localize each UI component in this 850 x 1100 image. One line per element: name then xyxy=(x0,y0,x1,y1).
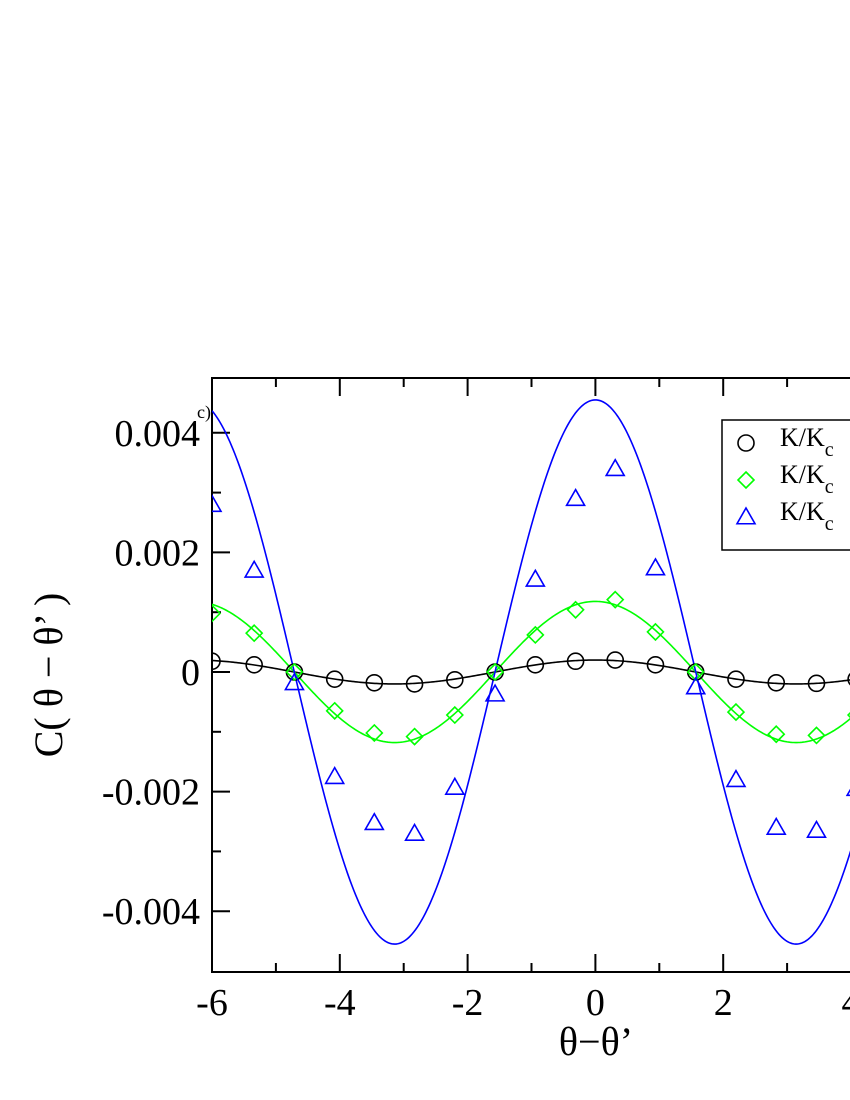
data-point-series-1 xyxy=(405,675,424,693)
legend-marker-3 xyxy=(735,506,757,525)
fit-curve-3 xyxy=(212,399,850,945)
data-point-series-3 xyxy=(645,557,666,576)
data-point-series-1 xyxy=(325,670,344,688)
data-point-series-2 xyxy=(726,702,746,722)
legend-label-text: K/K xyxy=(780,460,825,489)
data-point-series-2 xyxy=(445,705,464,725)
data-point-series-3 xyxy=(725,769,747,788)
data-point-series-2 xyxy=(485,662,505,682)
x-tick-label: 2 xyxy=(714,982,733,1024)
y-tick-label: 0.002 xyxy=(115,532,201,574)
panel-tag: c) xyxy=(197,402,211,423)
x-tick-label: 4 xyxy=(842,982,850,1024)
data-point-series-3 xyxy=(324,766,346,785)
data-point-series-1 xyxy=(606,651,625,669)
legend-label-subscript: c xyxy=(825,439,834,461)
plot-frame xyxy=(211,377,850,973)
data-point-series-3 xyxy=(212,493,223,513)
data-point-series-3 xyxy=(524,568,546,587)
legend-marker-2 xyxy=(736,470,756,490)
data-point-series-1 xyxy=(727,670,745,688)
legend-label-text: K/K xyxy=(780,497,825,526)
data-point-series-3 xyxy=(404,822,425,842)
data-point-series-1 xyxy=(245,656,263,674)
fit-curve-2 xyxy=(212,600,850,744)
data-point-series-2 xyxy=(646,622,665,642)
data-point-series-1 xyxy=(446,670,464,689)
data-point-series-2 xyxy=(526,625,545,645)
y-axis-title: C( θ − θ’ ) xyxy=(26,593,71,758)
data-point-series-2 xyxy=(405,727,424,746)
y-tick-label: -0.002 xyxy=(102,772,200,814)
data-point-series-3 xyxy=(363,812,385,831)
x-tick-label: -4 xyxy=(324,982,356,1024)
y-tick-label: 0.004 xyxy=(115,413,201,455)
data-point-series-2 xyxy=(566,600,585,619)
x-tick-label: 0 xyxy=(586,982,605,1024)
data-point-series-1 xyxy=(767,673,786,692)
data-point-series-1 xyxy=(566,652,585,671)
data-point-series-2 xyxy=(606,590,625,609)
legend-label-2: K/Kc xyxy=(780,460,834,498)
data-point-series-3 xyxy=(484,683,506,702)
data-markers xyxy=(212,458,850,842)
x-axis-title: θ−θ’ xyxy=(559,1019,633,1064)
fit-curve-1 xyxy=(212,659,850,685)
x-tick-label: -6 xyxy=(196,982,228,1024)
data-point-series-2 xyxy=(212,604,222,623)
data-point-series-2 xyxy=(285,662,304,682)
data-point-series-1 xyxy=(365,673,384,692)
x-tick-label: -2 xyxy=(452,982,484,1024)
legend-label-subscript: c xyxy=(825,476,834,498)
data-point-series-3 xyxy=(604,458,626,477)
y-tick-label: 0 xyxy=(181,652,200,694)
fit-curves xyxy=(212,399,850,945)
data-point-series-3 xyxy=(284,672,305,691)
y-tick-label: -0.004 xyxy=(102,891,200,933)
data-point-series-3 xyxy=(565,487,586,507)
data-point-series-2 xyxy=(245,623,264,643)
data-point-series-2 xyxy=(807,726,826,745)
legend-marker-1 xyxy=(737,434,755,452)
data-point-series-1 xyxy=(526,656,545,674)
data-point-series-1 xyxy=(646,656,665,674)
data-point-series-3 xyxy=(806,819,827,839)
data-point-series-1 xyxy=(212,652,221,671)
data-point-series-3 xyxy=(765,816,787,836)
data-point-series-1 xyxy=(847,672,850,686)
data-point-series-1 xyxy=(807,674,826,693)
legend-label-1: K/Kc xyxy=(780,423,834,461)
legend-label-3: K/Kc xyxy=(780,497,834,535)
data-point-series-3 xyxy=(685,676,707,695)
data-point-series-3 xyxy=(243,559,265,578)
axis-ticks: -6 -4 -2 0 2 4 0.004 0.002 0 -0.002 -0.004 xyxy=(102,378,850,1024)
data-point-series-2 xyxy=(686,662,705,682)
data-point-series-2 xyxy=(767,725,786,744)
legend-label-text: K/K xyxy=(780,423,825,452)
legend-label-subscript: c xyxy=(825,513,834,535)
data-point-series-2 xyxy=(365,723,384,743)
legend: K/KcK/KcK/Kc xyxy=(721,419,850,551)
data-point-series-2 xyxy=(325,701,344,721)
data-point-series-3 xyxy=(444,776,466,795)
